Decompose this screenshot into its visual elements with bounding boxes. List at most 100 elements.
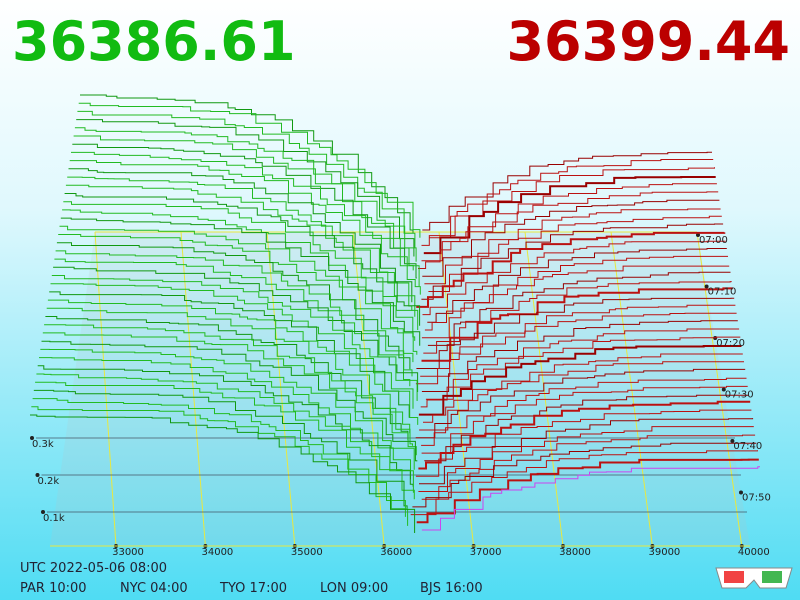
bid-depth-curve [67,176,413,311]
time-label: 07:20 [716,338,745,349]
bid-depth-curve [40,348,415,470]
ask-depth-curve [415,312,737,385]
ask-depth-curve [418,345,742,416]
bid-depth-curve [55,250,413,377]
bid-depth-curve [59,225,418,355]
price-grid-line [94,231,117,547]
ask-depth-curve [422,240,726,316]
ask-depth-curve [418,426,754,492]
ask-depth-curve [418,400,751,470]
city-clock: BJS 16:00 [420,581,483,596]
price-grid-line [610,231,653,547]
bid-depth-curve [76,119,415,257]
bid-depth-curve [77,110,416,248]
ask-depth-curve [421,434,756,500]
time-label: 07:50 [742,493,771,504]
ask-depth-curve [427,248,727,323]
bid-depth-curve [62,209,416,341]
bid-depth-curve [64,193,421,326]
ask-depth-curve [423,176,716,255]
time-tick [730,439,735,443]
price-label: 38000 [559,547,591,558]
city-clock: TYO 17:00 [219,581,287,596]
ask-depth-curve [421,377,747,446]
bid-depth-curve [53,266,419,392]
ask-depth-curve [416,297,735,369]
depth-label: 0.3k [32,439,54,450]
bid-depth-curve [50,283,414,409]
utc-time: UTC 2022-05-06 08:00 [20,561,167,576]
city-clock: LON 09:00 [320,581,388,596]
ask-depth-curve [418,191,719,269]
depth-curves [30,94,760,533]
bid-depth-curve [69,160,421,295]
bid-depth-curve [49,291,410,418]
bid-depth-curve [45,316,409,441]
depth-label: 0.1k [43,513,65,524]
bid-depth-curve [46,307,411,434]
bid-depth-curve [31,406,409,526]
axis-labels: 33000 34000 35000 36000 37000 38000 39000 40000… [32,235,771,558]
time-tick [739,490,743,495]
city-clock: NYC 04:00 [120,581,188,596]
bid-depth-curve [63,201,419,330]
price-grid-line [438,231,475,547]
bid-depth-curve [35,381,415,500]
ask-depth-curve [416,231,726,308]
bid-depth-curve [73,135,414,271]
depth-tick [35,473,40,477]
bid-depth-curve [41,340,418,462]
ask-depth-curve [419,418,754,485]
bid-depth-curve [60,217,421,346]
bid-depth-curve [44,324,413,446]
bid-depth-curve [72,143,417,279]
bid-depth-curve [39,357,411,480]
time-label: 07:10 [708,287,737,298]
bid-depth-curve [80,94,414,233]
price-label: 33000 [112,547,144,558]
time-tick [721,387,726,392]
ask-depth-curve [421,265,730,339]
bid-depth-curve [42,332,417,456]
ask-depth-curve [421,320,738,392]
ask-depth-curve [421,223,724,300]
price-grid-line [696,231,743,547]
3d-glasses-icon [715,567,793,589]
bid-depth-curve [51,275,418,401]
bid-depth-curve [58,234,414,363]
price-label: 39000 [648,547,680,558]
time-label: 07:30 [725,390,754,401]
bid-depth-curve [71,151,420,287]
depth-label: 0.2k [38,476,60,487]
ask-depth-curve [412,442,757,508]
price-label: 35000 [291,547,323,558]
ask-depth-curve [427,271,731,346]
ask-depth-curve [421,385,748,454]
ask-depth-curve [424,208,721,285]
price-label: 37000 [470,547,502,558]
price-label: 40000 [738,547,770,558]
depth-tick [41,510,45,514]
bid-depth-curve [56,242,411,370]
bid-depth-curve [30,414,416,533]
ask-depth-curve [425,328,740,400]
bid-depth-curve [33,389,408,508]
ask-depth-curve [422,151,712,231]
bid-depth-curve [68,168,413,303]
ask-depth-curve [421,287,733,362]
price-label: 34000 [201,547,233,558]
bid-depth-curve [74,127,417,262]
bid-price: 36386.61 [12,10,296,73]
bid-depth-curve [78,102,421,238]
time-tick [696,233,700,237]
bid-depth-curve [32,398,406,517]
city-clock: PAR 10:00 [20,581,87,596]
bid-depth-curve [65,184,416,317]
bid-depth-curve [47,299,419,425]
ask-depth-curve [419,361,744,431]
ask-depth-curve [423,281,732,354]
ask-depth-curve [423,353,743,423]
ask-depth-curve [415,409,752,477]
